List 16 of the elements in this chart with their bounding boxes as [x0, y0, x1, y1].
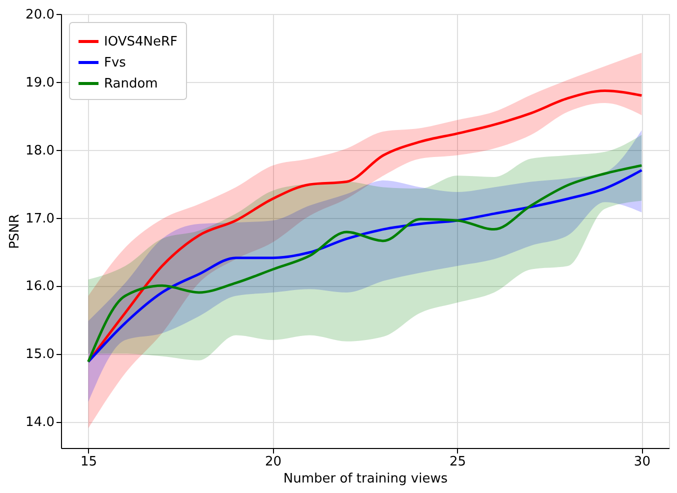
- x-axis-title: Number of training views: [283, 472, 448, 486]
- legend-label: Fvs: [104, 56, 126, 70]
- y-tick-label: 20.0: [26, 8, 54, 22]
- x-tick-label: 20: [264, 454, 282, 470]
- x-tick-label: 25: [449, 454, 466, 470]
- legend-label: Random: [104, 76, 158, 92]
- y-tick-label: 14.0: [26, 415, 54, 430]
- y-tick-label: 19.0: [26, 75, 54, 90]
- x-tick-label: 30: [634, 454, 650, 470]
- y-axis-title: PSNR: [8, 214, 23, 249]
- y-tick-label: 18.0: [26, 143, 54, 158]
- legend-label: IOVS4NeRF: [104, 34, 178, 50]
- y-tick-label: 16.0: [26, 279, 54, 294]
- y-tick-label: 15.0: [26, 347, 54, 362]
- y-tick-label: 17.0: [26, 211, 54, 226]
- x-tick-label: 15: [80, 454, 98, 470]
